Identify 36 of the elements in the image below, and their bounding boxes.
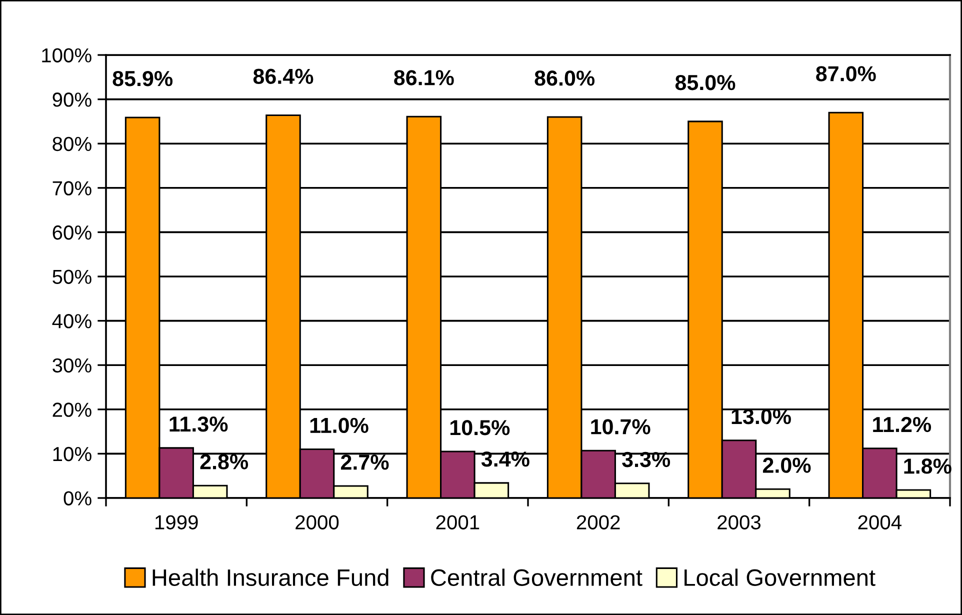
data-label: 11.3% xyxy=(170,416,228,432)
data-label: 13.0% xyxy=(732,408,791,424)
data-label: 2.7% xyxy=(340,454,389,470)
data-label: 1.8% xyxy=(904,458,952,474)
data-label: 86.4% xyxy=(253,68,314,84)
y-tick-label: 60% xyxy=(52,225,92,240)
legend-label: Central Government xyxy=(431,568,642,586)
y-tick-label: 0% xyxy=(64,491,92,506)
x-tick-label: 2003 xyxy=(718,515,761,530)
y-tick-label: 50% xyxy=(52,270,92,284)
data-label: 10.5% xyxy=(450,420,510,436)
y-tick-label: 100% xyxy=(42,48,92,62)
data-label: 2.0% xyxy=(762,458,811,473)
data-label: 85.0% xyxy=(675,74,736,90)
y-tick-label: 80% xyxy=(52,136,92,152)
y-tick-label: 30% xyxy=(52,358,92,373)
x-tick-label: 1999 xyxy=(155,515,198,530)
data-label: 2.8% xyxy=(200,454,248,470)
legend-label: Health Insurance Fund xyxy=(152,568,388,586)
data-label: 11.0% xyxy=(310,418,368,434)
data-label: 87.0% xyxy=(816,66,876,82)
data-label: 86.1% xyxy=(394,70,454,86)
legend-label: Local Government xyxy=(684,568,876,586)
data-label: 10.7% xyxy=(591,419,650,434)
y-tick-label: 70% xyxy=(52,181,92,196)
data-label: 11.2% xyxy=(873,416,932,432)
x-tick-label: 2001 xyxy=(436,515,480,530)
y-tick-label: 90% xyxy=(52,92,92,107)
y-tick-label: 20% xyxy=(52,402,92,417)
x-tick-label: 2002 xyxy=(576,515,620,530)
y-tick-label: 40% xyxy=(52,314,92,328)
y-tick-label: 10% xyxy=(53,446,92,462)
x-tick-label: 2004 xyxy=(858,515,902,530)
data-label: 85.9% xyxy=(112,70,173,86)
x-tick-label: 2000 xyxy=(296,515,339,530)
data-label: 86.0% xyxy=(534,70,595,86)
